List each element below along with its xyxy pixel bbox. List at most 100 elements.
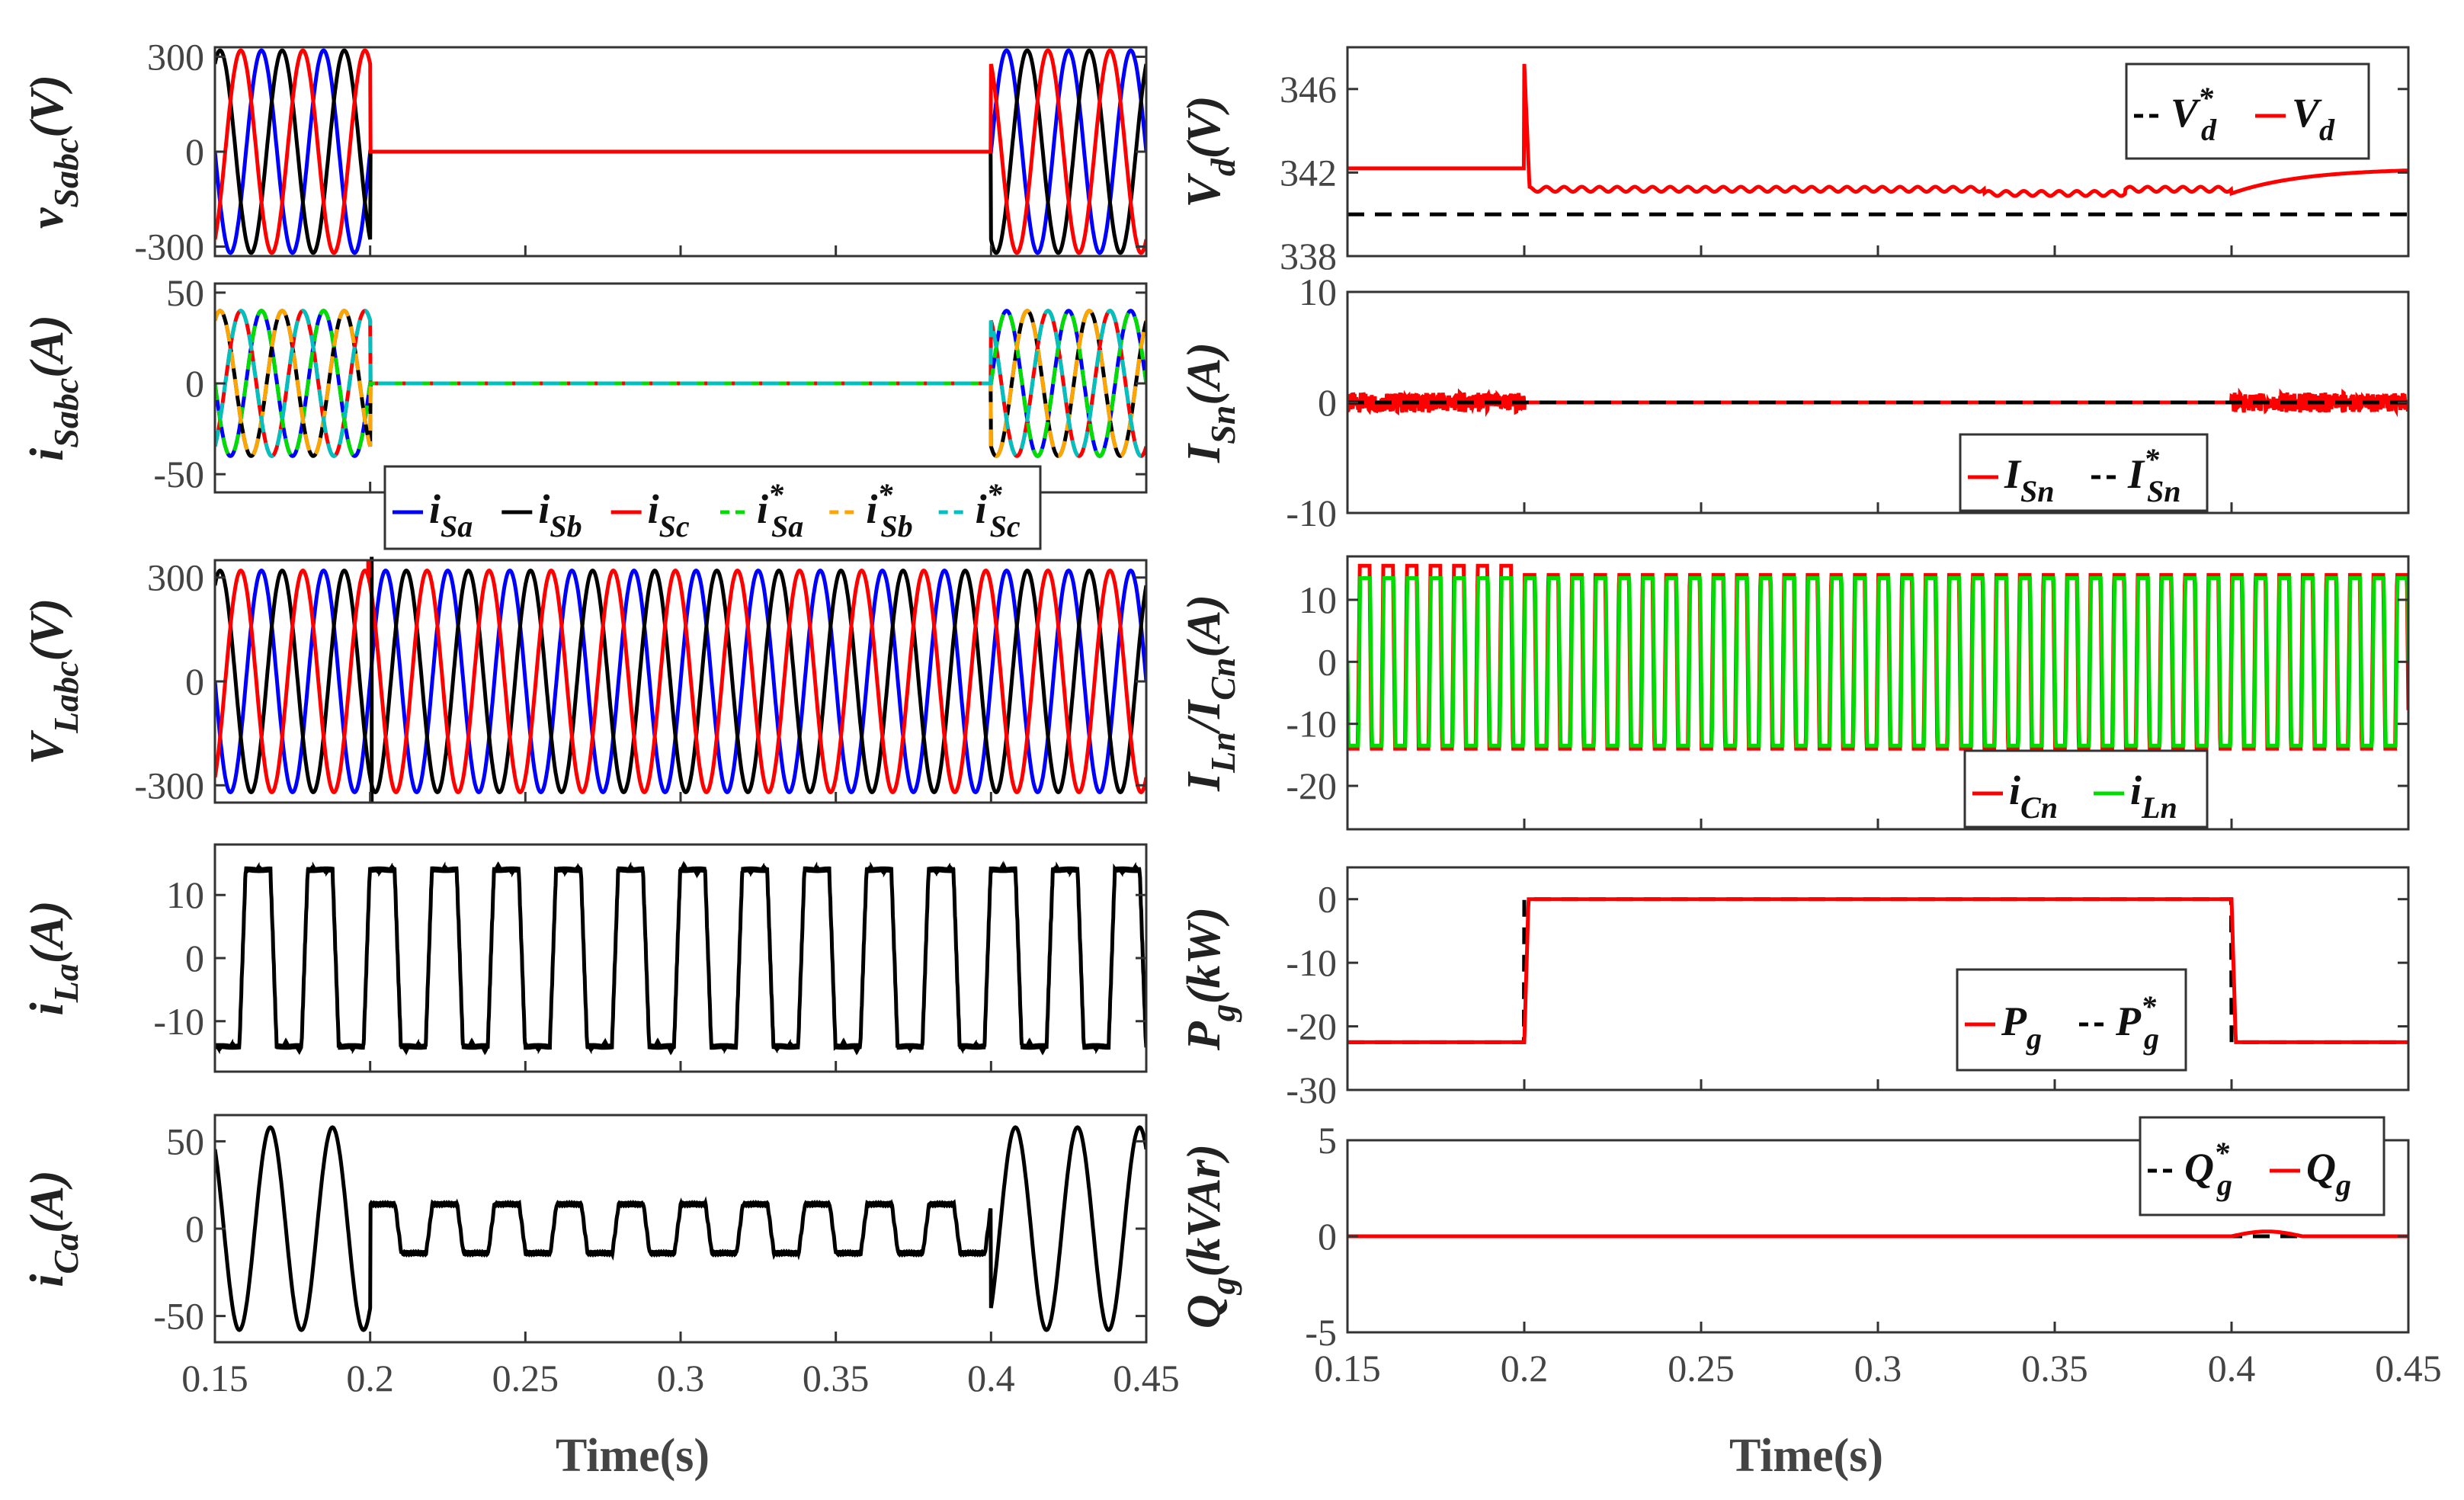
ica-ytick-label: 50 <box>166 1120 204 1162</box>
isn-ytick-label: -10 <box>1286 492 1337 534</box>
ica-x-axis-label: Time(s) <box>556 1430 710 1482</box>
vd-legend-label: Vd <box>2292 90 2335 147</box>
isabc-legend-label: i* Sb <box>866 477 912 543</box>
qg-x-axis-label: Time(s) <box>1729 1430 1883 1482</box>
qg-panel: 5 0 -50.15 0.2 0.25 0.3 0.35 0.4 0.45 Time(s) Qg(k… <box>1178 1116 2442 1482</box>
ica-y-axis-label: iCa(A) <box>21 1170 85 1287</box>
qg-xtick-label: 0.3 <box>1854 1347 1902 1389</box>
isn-ytick-label: 10 <box>1299 271 1337 313</box>
ica-xtick-label: 0.15 <box>181 1357 248 1399</box>
svg-text:VLabc(V): VLabc(V) <box>21 598 85 765</box>
svg-text:Pg(kW): Pg(kW) <box>1178 907 1242 1051</box>
ila-ytick-label: 0 <box>185 937 204 979</box>
lncn-ytick-label: 0 <box>1318 640 1337 683</box>
lncn-legend-label: iCn <box>2009 768 2058 825</box>
vd-legend-label: V* d <box>2171 81 2217 147</box>
qg-ytick-label: 5 <box>1318 1119 1337 1162</box>
pg-series-Pstarg <box>1347 897 2408 1044</box>
ica-panel: 50 0 -50 0.15 0.2 0.25 0.3 0.35 0.4 0.45 Time(s) iC… <box>21 1114 1180 1482</box>
isabc-series-istarSc <box>215 309 1146 458</box>
isabc-ytick-label: 0 <box>185 362 204 405</box>
qg-xtick-label: 0.2 <box>1501 1347 1549 1389</box>
svg-text:Qg(kVAr): Qg(kVAr) <box>1178 1144 1242 1329</box>
ila-panel: 10 0 -10 iLa(A) <box>21 843 1148 1073</box>
isabc-legend-label: iSa <box>429 486 473 543</box>
pg-ytick-label: -10 <box>1286 941 1337 984</box>
lncn-legend: iCn iLn <box>1963 749 2209 829</box>
vsabc-ytick-label: 0 <box>185 130 204 173</box>
pg-y-axis-label: Pg(kW) <box>1178 907 1242 1051</box>
qg-xtick-label: 0.4 <box>2208 1347 2256 1389</box>
ica-xtick-label: 0.25 <box>492 1357 559 1399</box>
ila-y-axis-label: iLa(A) <box>21 901 85 1016</box>
vlabc-series-VLa <box>215 569 1146 794</box>
ila-ytick-label: 10 <box>166 873 204 916</box>
isn-ytick-label: 0 <box>1318 381 1337 424</box>
vsabc-y-axis-label: vSabc(V) <box>21 75 85 229</box>
vd-y-axis-label: Vd(V) <box>1178 95 1242 207</box>
isn-legend: ISn I* Sn <box>1959 433 2209 512</box>
lncn-panel: 10 0 -10 -20 ILn/ICn(A) iCn iLn <box>1178 555 2410 831</box>
qg-xtick-label: 0.15 <box>1314 1347 1381 1389</box>
lncn-ytick-label: 10 <box>1299 579 1337 621</box>
qg-series-Qg <box>1347 1229 2408 1239</box>
svg-text:vSabc(V): vSabc(V) <box>21 75 85 229</box>
vlabc-ytick-label: -300 <box>134 764 204 806</box>
isabc-y-axis-label: iSabc(A) <box>21 315 85 461</box>
qg-legend-label: Qg <box>2306 1145 2351 1202</box>
ica-ytick-label: -50 <box>153 1295 204 1338</box>
ica-xtick-label: 0.35 <box>803 1357 870 1399</box>
ila-ytick-label: -10 <box>153 1000 204 1043</box>
isabc-axes-frame <box>213 282 1148 494</box>
vd-series-Vd <box>1347 63 2408 198</box>
qg-xtick-label: 0.35 <box>2021 1347 2088 1389</box>
isabc-legend-label: iSb <box>538 486 582 543</box>
pg-ytick-label: -20 <box>1286 1005 1337 1048</box>
svg-text:ISn(A): ISn(A) <box>1178 342 1242 463</box>
ica-axes-frame <box>213 1114 1148 1344</box>
qg-ytick-label: 0 <box>1318 1215 1337 1258</box>
vlabc-y-axis-label: VLabc(V) <box>21 598 85 765</box>
ica-series-iCa <box>215 1125 1146 1332</box>
svg-text:iSabc(A): iSabc(A) <box>21 315 85 461</box>
vsabc-series-vSc <box>215 48 1146 255</box>
isn-y-axis-label: ISn(A) <box>1178 342 1242 463</box>
qg-legend: Q* g Qg <box>2139 1116 2385 1216</box>
lncn-ytick-label: -10 <box>1286 703 1337 745</box>
isabc-legend-label: i* Sa <box>757 477 803 543</box>
isabc-legend-label: iSc <box>648 486 690 543</box>
pg-legend: Pg P* g <box>1956 968 2187 1072</box>
pg-series-Pg <box>1347 897 2408 1044</box>
vsabc-ytick-label: -300 <box>134 226 204 268</box>
svg-text:iLa(A): iLa(A) <box>21 901 85 1016</box>
ica-ytick-label: 0 <box>185 1207 204 1250</box>
vd-ytick-label: 342 <box>1280 151 1337 194</box>
svg-text:ILn/ICn(A): ILn/ICn(A) <box>1178 595 1242 792</box>
ila-series-iLa <box>215 860 1146 1056</box>
isn-panel: 10 0 -10 ISn(A) ISn I* Sn <box>1178 271 2410 534</box>
lncn-series-iLn <box>1347 576 2408 748</box>
isn-legend-label: ISn <box>2004 451 2055 508</box>
vlabc-ytick-label: 0 <box>185 660 204 703</box>
pg-legend-label: Pg <box>2001 998 2042 1056</box>
vd-legend: V* d Vd <box>2125 62 2370 160</box>
qg-xtick-label: 0.25 <box>1668 1347 1735 1389</box>
pg-legend-label: P* g <box>2115 989 2159 1056</box>
vd-ytick-label: 338 <box>1280 235 1337 277</box>
lncn-ytick-label: -20 <box>1286 764 1337 807</box>
pg-panel: 0 -10 -20 -30 Pg(kW) Pg P* g <box>1178 866 2410 1111</box>
svg-text:Vd(V): Vd(V) <box>1178 95 1242 207</box>
isabc-legend-label: i* Sc <box>976 477 1021 543</box>
ica-xtick-label: 0.2 <box>346 1357 394 1399</box>
qg-xtick-label: 0.45 <box>2375 1347 2442 1389</box>
isabc-panel: 50 0 -50 iSabc(A) iSa iSb iSc i* Sa i* Sb i* Sc <box>21 271 1148 550</box>
pg-ytick-label: 0 <box>1318 878 1337 921</box>
vd-ytick-label: 346 <box>1280 68 1337 111</box>
isn-legend-label: I* Sn <box>2127 442 2181 508</box>
vsabc-panel: 300 0 -300 vSabc(V) <box>21 35 1148 268</box>
ica-xtick-label: 0.3 <box>657 1357 705 1399</box>
isabc-ytick-label: 50 <box>166 271 204 314</box>
svg-text:iCa(A): iCa(A) <box>21 1170 85 1287</box>
ica-xtick-label: 0.45 <box>1113 1357 1180 1399</box>
